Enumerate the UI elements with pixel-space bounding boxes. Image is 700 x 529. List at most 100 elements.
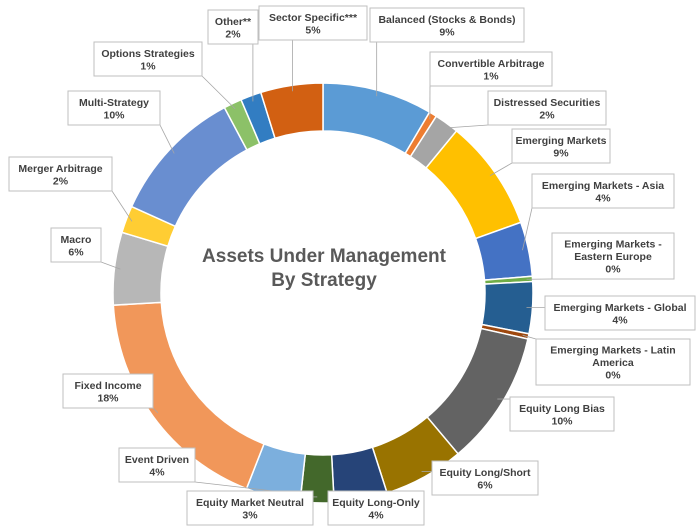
data-label-name: Multi-Strategy [79, 97, 149, 109]
data-label-name: Sector Specific*** [269, 12, 358, 24]
data-label-name: Fixed Income [74, 380, 141, 392]
data-label-name: Macro [61, 234, 92, 246]
data-label-name: Emerging Markets [515, 135, 606, 147]
data-label-value: 4% [595, 192, 611, 204]
data-label-name: Options Strategies [101, 48, 195, 60]
leader-line-emerging-markets [489, 162, 513, 177]
data-label-value: 2% [53, 175, 69, 187]
chart-title-line-1: Assets Under Management [202, 246, 447, 267]
data-label-name: Event Driven [125, 454, 189, 466]
data-label-value: 10% [551, 415, 573, 427]
data-label-value: 0% [605, 264, 621, 276]
data-label-box [118, 447, 196, 483]
leader-line-emerging-markets-latin-america [522, 334, 537, 340]
leader-line-fixed-income [152, 407, 159, 414]
leader-line-distressed-securities [443, 124, 489, 129]
data-label-value: 10% [103, 109, 125, 121]
chart-title-line-2: By Strategy [271, 270, 377, 291]
data-label-box [511, 128, 611, 164]
data-label-name: Convertible Arbitrage [438, 58, 545, 70]
data-label-box [535, 338, 691, 386]
data-label-box [429, 51, 553, 87]
data-label-name: Equity Market Neutral [196, 497, 304, 509]
leader-line-options-strategies [201, 75, 236, 110]
data-label-box [67, 90, 161, 126]
data-label-value: 1% [140, 60, 156, 72]
data-label-value: 9% [439, 26, 455, 38]
data-label-value: 1% [483, 70, 499, 82]
data-label-box [62, 373, 154, 409]
data-label-value: 6% [477, 479, 493, 491]
data-label-other: Other**2% [207, 9, 259, 45]
data-label-box [186, 490, 314, 526]
data-label-box [258, 5, 368, 41]
data-label-name: Emerging Markets - Asia [542, 180, 664, 192]
data-label-box [487, 90, 607, 126]
data-label-name: Eastern Europe [574, 251, 652, 263]
data-label-name: Emerging Markets - Global [553, 302, 686, 314]
leader-line-multi-strategy [159, 124, 175, 154]
data-label-name: Emerging Markets - [564, 239, 662, 251]
data-label-name: Equity Long-Only [332, 497, 420, 509]
data-label-name: Equity Long Bias [519, 403, 605, 415]
data-label-box [509, 396, 615, 432]
data-label-box [93, 41, 203, 77]
data-label-box [207, 9, 259, 45]
data-label-box [544, 295, 696, 331]
leader-lines-group [100, 40, 553, 498]
data-label-name: Emerging Markets - Latin [550, 345, 675, 357]
data-label-value: 2% [539, 109, 555, 121]
labels-group: Balanced (Stocks & Bonds)9%Convertible A… [8, 5, 696, 526]
data-label-box [327, 490, 425, 526]
data-label-value: 2% [225, 28, 241, 40]
data-label-name: Equity Long/Short [440, 467, 531, 479]
data-label-name: Balanced (Stocks & Bonds) [378, 14, 515, 26]
data-label-sector-specific: Sector Specific***5% [258, 5, 368, 41]
data-label-box [551, 232, 675, 280]
data-label-box [50, 227, 102, 263]
leader-line-event-driven [194, 481, 275, 492]
data-label-box [8, 156, 113, 192]
leader-line-macro [100, 261, 121, 270]
data-label-name: Merger Arbitrage [18, 163, 102, 175]
data-label-box [369, 7, 525, 43]
data-label-name: Distressed Securities [494, 97, 601, 109]
slices-group [112, 82, 534, 504]
data-label-value: 18% [97, 392, 119, 404]
data-label-value: 5% [305, 24, 321, 36]
data-label-value: 4% [368, 509, 384, 521]
leader-line-emerging-markets-asia [522, 207, 533, 251]
data-label-value: 3% [242, 509, 258, 521]
data-label-value: 4% [612, 314, 628, 326]
data-label-name: America [592, 357, 634, 369]
data-label-value: 6% [68, 246, 84, 258]
data-label-value: 4% [149, 466, 165, 478]
data-label-box [431, 460, 539, 496]
data-label-value: 0% [605, 370, 621, 382]
leader-line-merger-arbitrage [111, 190, 133, 222]
data-label-name: Other** [215, 16, 252, 28]
data-label-value: 9% [553, 147, 569, 159]
data-label-balanced-stocks-bonds: Balanced (Stocks & Bonds)9% [369, 7, 525, 43]
data-label-box [531, 173, 675, 209]
slice-sector-specific [259, 82, 324, 140]
